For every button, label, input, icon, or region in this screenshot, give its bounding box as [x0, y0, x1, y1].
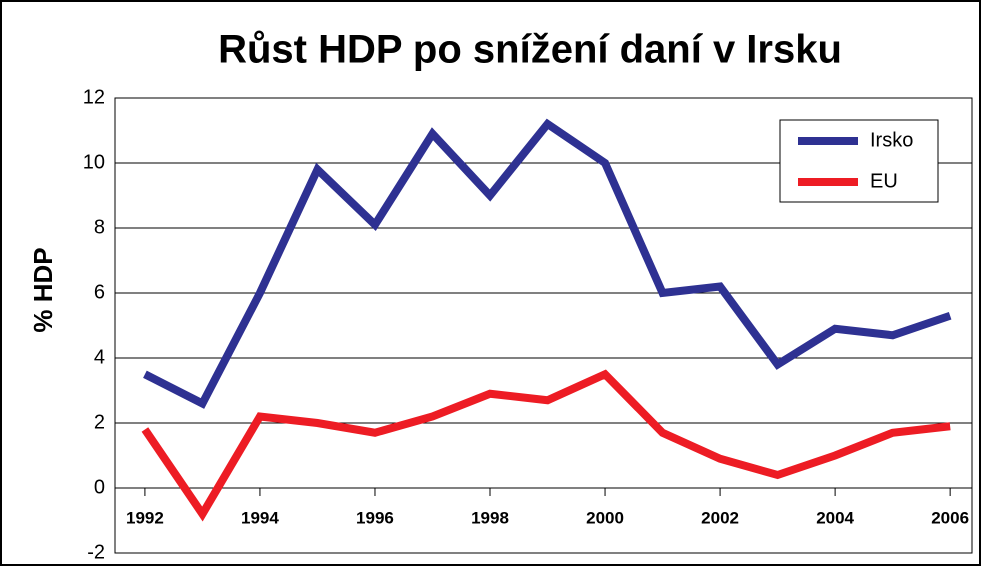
x-tick-label: 2004 — [816, 508, 854, 527]
legend-label: EU — [870, 170, 898, 192]
y-tick-label: 0 — [94, 476, 105, 498]
chart-title: Růst HDP po snížení daní v Irsku — [218, 28, 842, 72]
y-tick-label: 2 — [94, 411, 105, 433]
y-tick-label: 12 — [83, 86, 105, 108]
x-tick-label: 1996 — [356, 508, 394, 527]
y-tick-label: 8 — [94, 216, 105, 238]
y-axis-label: % HDP — [28, 247, 58, 332]
y-tick-label: 4 — [94, 346, 105, 368]
x-tick-label: 1994 — [241, 508, 279, 527]
legend-box — [779, 119, 939, 203]
x-tick-label: 2002 — [701, 508, 739, 527]
x-tick-label: 1992 — [126, 508, 164, 527]
series-line — [143, 118, 952, 409]
x-tick-label: 2006 — [931, 508, 969, 527]
y-tick-label: -2 — [87, 541, 105, 563]
legend-label: Irsko — [870, 129, 913, 151]
series-line — [141, 369, 951, 522]
y-tick-label: 6 — [94, 281, 105, 303]
x-tick-label: 1998 — [471, 508, 509, 527]
x-tick-label: 2000 — [586, 508, 624, 527]
y-tick-label: 10 — [83, 151, 105, 173]
